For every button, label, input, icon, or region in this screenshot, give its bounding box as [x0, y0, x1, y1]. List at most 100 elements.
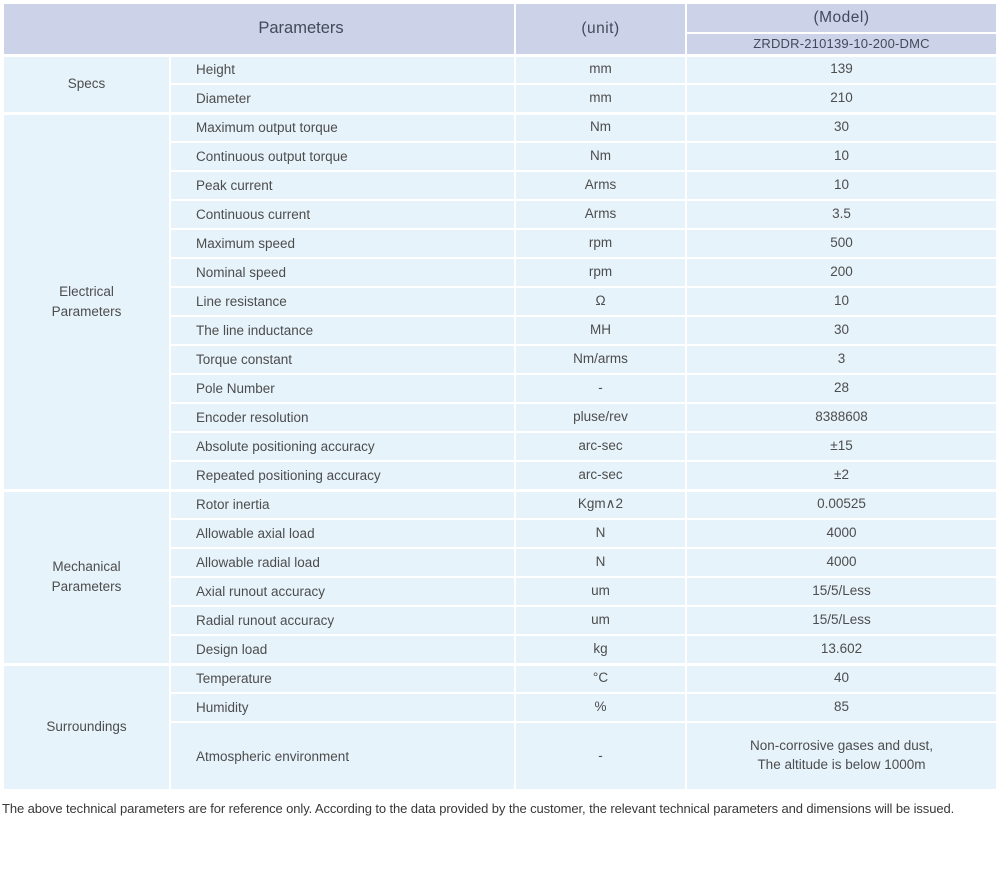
param-name-cell: Pole Number	[169, 373, 516, 404]
header-unit: (unit)	[514, 2, 687, 56]
table-row: Absolute positioning accuracy arc-sec ±15	[3, 431, 998, 462]
value-cell: 4000	[685, 518, 998, 549]
value-cell: 0.00525	[685, 488, 998, 520]
header-row-2: ZRDDR-210139-10-200-DMC	[3, 32, 998, 56]
unit-cell: arc-sec	[514, 460, 687, 491]
header-model-code: ZRDDR-210139-10-200-DMC	[685, 32, 998, 56]
param-name-cell: Continuous output torque	[169, 141, 516, 172]
param-name-cell: Atmospheric environment	[169, 721, 516, 791]
value-cell: 30	[685, 111, 998, 143]
table-row: Allowable axial load N 4000	[3, 518, 998, 549]
unit-cell: mm	[514, 53, 687, 85]
unit-cell: %	[514, 692, 687, 723]
value-cell: 13.602	[685, 634, 998, 665]
table-row: Peak current Arms 10	[3, 170, 998, 201]
param-name-cell: Diameter	[169, 83, 516, 114]
header-row-1: Parameters (unit) (Model)	[2, 2, 998, 56]
value-cell: 28	[685, 373, 998, 404]
section-label: Surroundings	[2, 662, 171, 791]
table-row: Axial runout accuracy um 15/5/Less	[3, 576, 998, 607]
unit-cell: um	[514, 576, 687, 607]
value-cell: 4000	[685, 547, 998, 578]
unit-cell: Nm/arms	[514, 344, 687, 375]
param-name-cell: Maximum speed	[169, 228, 516, 259]
param-name-cell: Maximum output torque	[169, 111, 516, 143]
value-cell: 15/5/Less	[685, 605, 998, 636]
table-row: Diameter mm 210	[3, 83, 998, 114]
table-row: Repeated positioning accuracy arc-sec ±2	[3, 460, 998, 491]
param-name-cell: Rotor inertia	[169, 488, 516, 520]
value-cell: 3	[685, 344, 998, 375]
table-row: Continuous current Arms 3.5	[3, 199, 998, 230]
table-row: Radial runout accuracy um 15/5/Less	[3, 605, 998, 636]
value-cell: 30	[685, 315, 998, 346]
param-name-cell: Line resistance	[169, 286, 516, 317]
value-cell: 139	[685, 53, 998, 85]
param-name-cell: Nominal speed	[169, 257, 516, 288]
table-row: Design load kg 13.602	[3, 634, 998, 665]
unit-cell: Nm	[514, 111, 687, 143]
unit-cell: °C	[514, 662, 687, 694]
value-cell: 200	[685, 257, 998, 288]
table-row: Line resistance Ω 10	[3, 286, 998, 317]
value-cell: ±2	[685, 460, 998, 491]
unit-cell: Nm	[514, 141, 687, 172]
value-cell: 85	[685, 692, 998, 723]
table-row: Encoder resolution pluse/rev 8388608	[3, 402, 998, 433]
value-cell: 210	[685, 83, 998, 114]
unit-cell: kg	[514, 634, 687, 665]
param-name-cell: Design load	[169, 634, 516, 665]
header-model: (Model)	[685, 2, 998, 34]
unit-cell: Kgm∧2	[514, 488, 687, 520]
unit-cell: -	[514, 373, 687, 404]
unit-cell: Arms	[514, 199, 687, 230]
unit-cell: rpm	[514, 257, 687, 288]
unit-cell: mm	[514, 83, 687, 114]
value-cell: ±15	[685, 431, 998, 462]
table-row: Specs Height mm 139	[2, 53, 998, 114]
table-header: Parameters (unit) (Model) ZRDDR-210139-1…	[2, 2, 998, 56]
value-cell: Non-corrosive gases and dust, The altitu…	[685, 721, 998, 791]
value-cell: 15/5/Less	[685, 576, 998, 607]
param-name-cell: Torque constant	[169, 344, 516, 375]
unit-cell: pluse/rev	[514, 402, 687, 433]
param-name-cell: Humidity	[169, 692, 516, 723]
unit-cell: Ω	[514, 286, 687, 317]
value-cell: 10	[685, 170, 998, 201]
unit-cell: N	[514, 547, 687, 578]
table-row: The line inductance MH 30	[3, 315, 998, 346]
table-row: Atmospheric environment - Non-corrosive ga…	[3, 721, 998, 791]
table-row: Allowable radial load N 4000	[3, 547, 998, 578]
section-label: Specs	[2, 53, 171, 114]
table-row: Electrical Parameters Maximum output torq…	[2, 111, 998, 491]
section-label: Mechanical Parameters	[2, 488, 171, 665]
unit-cell: arc-sec	[514, 431, 687, 462]
table-row: Humidity% 85	[3, 692, 998, 723]
param-name-cell: Axial runout accuracy	[169, 576, 516, 607]
unit-cell: Arms	[514, 170, 687, 201]
table-row: Torque constant Nm/arms 3	[3, 344, 998, 375]
param-name-cell: Absolute positioning accuracy	[169, 431, 516, 462]
footer-note: The above technical parameters are for r…	[2, 801, 955, 816]
param-name-cell: Continuous current	[169, 199, 516, 230]
param-name-cell: Allowable axial load	[169, 518, 516, 549]
value-cell: 500	[685, 228, 998, 259]
table-row: Continuous output torque Nm 10	[3, 141, 998, 172]
table-row: Pole Number -28	[3, 373, 998, 404]
parameters-table: Parameters (unit) (Model) ZRDDR-210139-1…	[2, 2, 998, 791]
value-cell: 3.5	[685, 199, 998, 230]
param-name-cell: Encoder resolution	[169, 402, 516, 433]
unit-cell: -	[514, 721, 687, 791]
param-name-cell: Peak current	[169, 170, 516, 201]
section-label: Electrical Parameters	[2, 111, 171, 491]
value-cell: 10	[685, 141, 998, 172]
unit-cell: rpm	[514, 228, 687, 259]
param-name-cell: Allowable radial load	[169, 547, 516, 578]
table-body: Specs Height mm 139 Diameter mm 210 Electrical …	[2, 53, 998, 791]
param-name-cell: Temperature	[169, 662, 516, 694]
table-row: Nominal speed rpm 200	[3, 257, 998, 288]
value-cell: 8388608	[685, 402, 998, 433]
param-name-cell: Repeated positioning accuracy	[169, 460, 516, 491]
param-name-cell: Height	[169, 53, 516, 85]
